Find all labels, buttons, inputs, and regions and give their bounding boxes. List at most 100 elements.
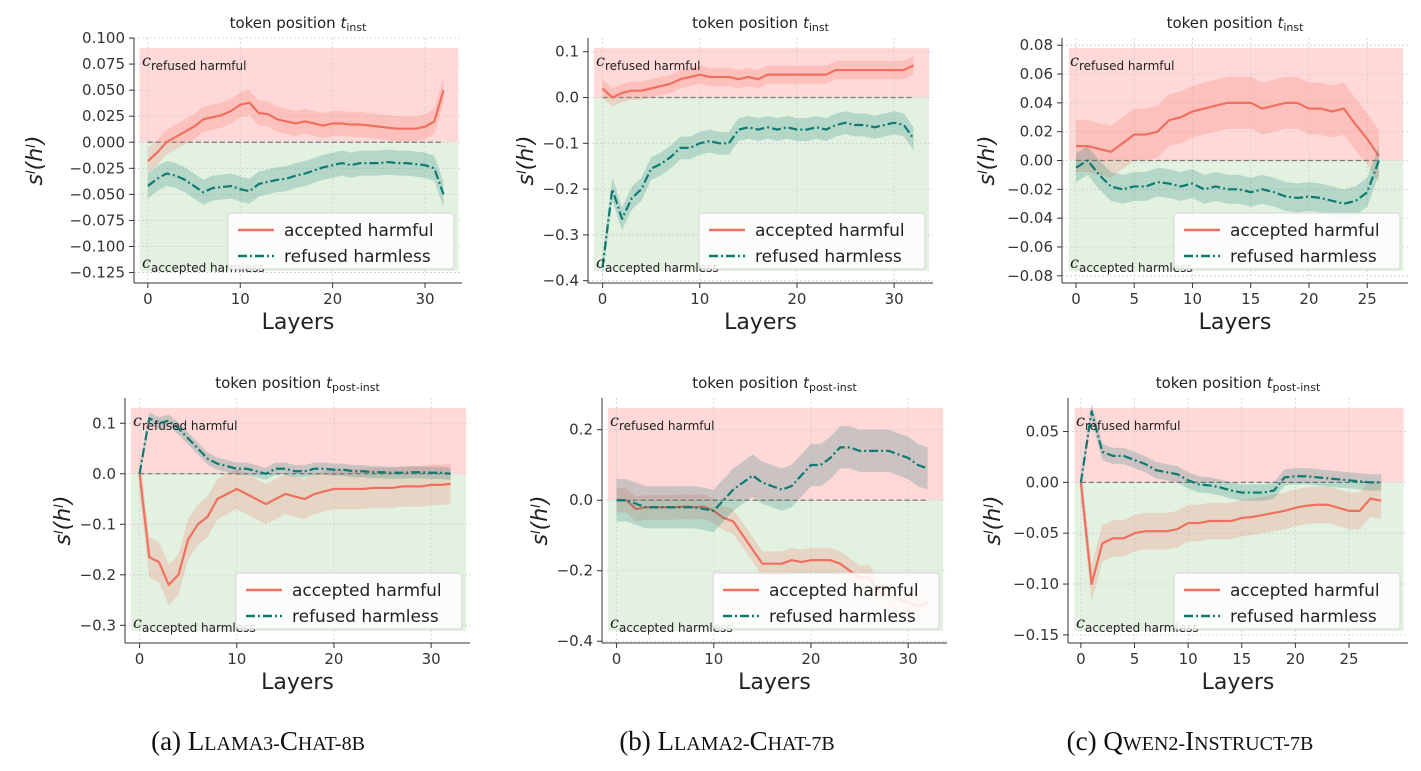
subfigure-caption: (b) LLAMA2-CHAT-7B	[619, 726, 834, 756]
y-tick-label: −0.2	[80, 566, 116, 584]
series-band	[1080, 464, 1382, 603]
y-tick-label: −0.04	[1007, 209, 1053, 227]
legend-label: refused harmless	[1230, 607, 1377, 627]
title-var: t	[340, 14, 347, 32]
series-band	[1075, 146, 1379, 219]
legend-box	[1173, 572, 1401, 630]
x-axis-label: Layers	[261, 670, 334, 695]
x-tick-label: 0	[135, 650, 145, 668]
accepted-harmful-line	[601, 64, 915, 99]
x-tick-label: 20	[1299, 290, 1318, 308]
refused-harmless-line	[601, 121, 915, 268]
x-tick-label: 30	[899, 650, 918, 668]
region-sub: accepted harmless	[142, 621, 256, 635]
y-tick-label: 0.06	[1020, 65, 1053, 83]
region-sub: accepted harmless	[619, 621, 733, 635]
legend-label: accepted harmful	[284, 221, 434, 241]
legend-box	[235, 572, 463, 630]
y-axis-label: sˡ(hˡ)	[51, 496, 76, 546]
chart-panel-b-top: 0 10 20 30−0.4−0.3−0.2−0.10.00.1 crefused ha…	[514, 14, 933, 335]
y-tick-label: 0.04	[1020, 94, 1053, 112]
y-tick-label: 0.075	[82, 55, 125, 73]
x-tick-label: 5	[1130, 650, 1140, 668]
caption-label: (a) L	[151, 726, 204, 756]
x-axis-label: Layers	[1202, 670, 1275, 695]
y-tick-label: 0.025	[82, 107, 125, 125]
x-tick-label: 10	[704, 650, 723, 668]
title-prefix: token position	[215, 374, 326, 392]
chart-panel-c-top: 0 5 10 15 20 25 −0.08 −0.06 −0.04 −0.02 0.00 0.02 0.…	[975, 14, 1408, 335]
accepted-harmful-line	[1075, 101, 1380, 157]
x-tick-label: 10	[227, 650, 246, 668]
series-band	[147, 77, 444, 174]
y-axis-label: sˡ(hˡ)	[23, 136, 48, 186]
refused-harmless-line	[1075, 159, 1380, 205]
series-band	[602, 56, 914, 107]
legend-label: accepted harmful	[1230, 581, 1380, 601]
x-tick-label: 25	[1339, 650, 1358, 668]
x-tick-label: 25	[1358, 290, 1377, 308]
title-var: t	[803, 374, 810, 392]
y-tick-label: 0.08	[1020, 36, 1053, 54]
legend-label: refused harmless	[769, 607, 916, 627]
y-tick-label: −0.15	[1013, 626, 1059, 644]
legend-box	[698, 212, 926, 270]
y-tick-label: −0.2	[543, 180, 579, 198]
y-tick-label: 0.1	[555, 43, 579, 61]
x-tick-label: 20	[787, 290, 806, 308]
refused-harmless-line	[616, 446, 928, 512]
region-sub: refused harmful	[1079, 59, 1174, 73]
region-sub: refused harmful	[619, 419, 714, 433]
region-sub: refused harmful	[142, 419, 237, 433]
x-tick-label: 5	[1129, 290, 1139, 308]
title-prefix: token position	[1167, 14, 1278, 32]
legend-label: accepted harmful	[1230, 221, 1380, 241]
title-sub: post-inst	[332, 381, 380, 394]
chart-panel-b-bottom: 0 10 20 30−0.4−0.20.00.2 crefused harmfulcac…	[528, 374, 947, 695]
y-axis-label: sˡ(hˡ)	[975, 136, 1000, 186]
x-tick-label: 0	[1076, 650, 1086, 668]
y-tick-label: 0.0	[92, 465, 116, 483]
refused-harmless-line	[147, 160, 445, 195]
title-var: t	[1277, 14, 1284, 32]
title-prefix: token position	[692, 14, 803, 32]
y-tick-label: −0.075	[69, 211, 125, 229]
chart-title: token position tpost-inst	[215, 374, 380, 394]
legend-label: accepted harmful	[292, 581, 442, 601]
caption-smallcaps: WEN2-	[1123, 733, 1185, 755]
series-band	[1075, 76, 1379, 183]
chart-title: token position tpost-inst	[692, 374, 857, 394]
accepted-harmful-line	[1079, 482, 1382, 586]
chart-panel-a-top: 0 10 20 30 −0.125 −0.100 −0.075 −0.050 −0.025 0.0…	[23, 14, 462, 335]
region-sub: accepted harmless	[1079, 261, 1193, 275]
y-tick-label: 0.2	[569, 421, 593, 439]
chart-panel-c-bottom: 0 5 10 15 20 25−0.15−0.10−0.050.000.05crefuse…	[981, 374, 1408, 695]
y-tick-label: −0.100	[69, 238, 125, 256]
x-tick-label: 30	[422, 650, 441, 668]
caption-smallcaps: HAT-8B	[298, 733, 365, 755]
caption-smallcaps: LAMA2-	[674, 733, 750, 755]
series-band	[616, 426, 928, 532]
legend-label: accepted harmful	[755, 221, 905, 241]
y-tick-label: 0.050	[82, 81, 125, 99]
chart-title: token position tinst	[1167, 14, 1305, 34]
accepted-harmful-line	[147, 89, 445, 162]
x-tick-label: 20	[324, 650, 343, 668]
y-tick-label: 0.1	[92, 414, 116, 432]
y-tick-label: −0.050	[69, 185, 125, 203]
legend-box	[712, 572, 940, 630]
x-axis-label: Layers	[262, 310, 335, 335]
x-tick-label: 0	[143, 290, 153, 308]
x-tick-label: 15	[1241, 290, 1260, 308]
x-axis-label: Layers	[738, 670, 811, 695]
y-tick-label: −0.1	[543, 134, 579, 152]
legend-label: refused harmless	[755, 247, 902, 267]
y-tick-label: 0.0	[569, 491, 593, 509]
title-prefix: token position	[1156, 374, 1267, 392]
title-var: t	[803, 14, 810, 32]
y-tick-label: 0.000	[82, 133, 125, 151]
legend-label: refused harmless	[284, 247, 431, 267]
subfigure-caption: (c) QWEN2-INSTRUCT-7B	[1067, 726, 1314, 756]
x-tick-label: 15	[1232, 650, 1251, 668]
y-axis-label: sˡ(hˡ)	[514, 136, 539, 186]
